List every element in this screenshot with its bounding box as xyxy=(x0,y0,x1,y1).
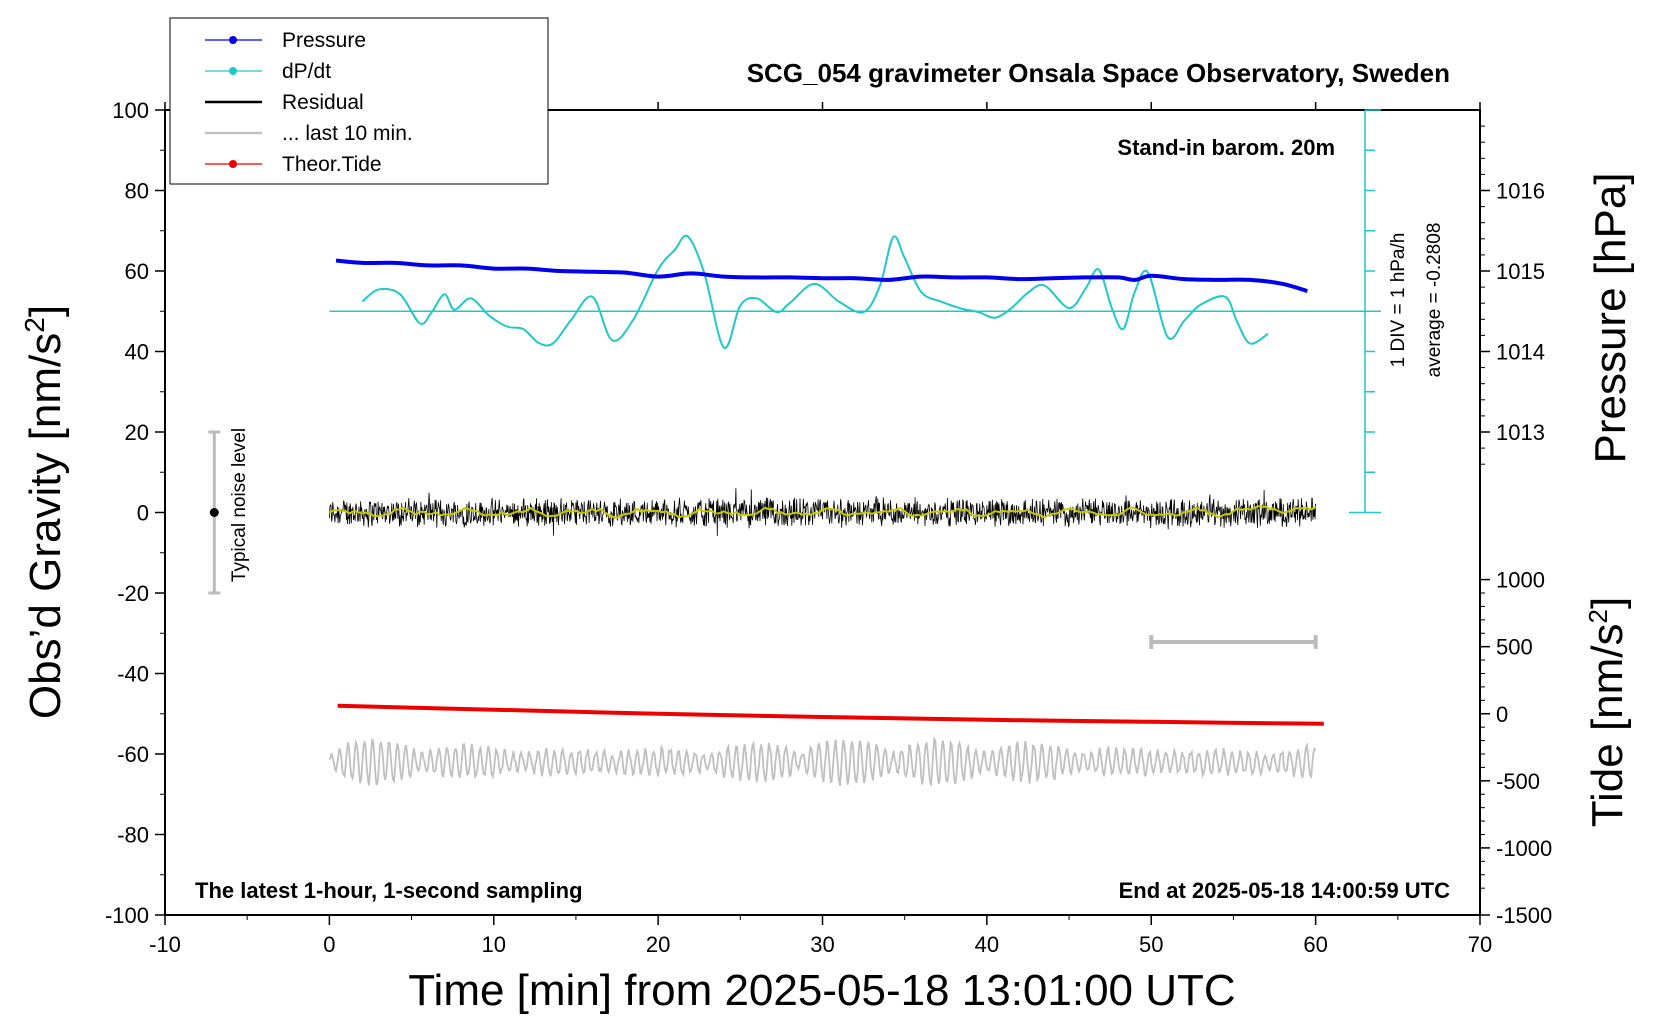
y-tick-label-left: -40 xyxy=(117,662,149,687)
x-tick-label: 10 xyxy=(482,932,506,957)
legend-swatch-marker xyxy=(229,67,237,75)
legend-rows: Pressure dP/dt Residual ... last 10 min. The… xyxy=(205,29,413,176)
legend-swatch-marker xyxy=(229,160,237,168)
y-axis-title-tide-main: Tide [nm/s xyxy=(1583,623,1632,827)
x-tick-label: 0 xyxy=(323,932,335,957)
legend-entry-label: Pressure xyxy=(282,29,366,52)
y-tick-label-left: -20 xyxy=(117,581,149,606)
tide-tick-label: 1000 xyxy=(1496,568,1545,593)
x-tick-label: 70 xyxy=(1468,932,1492,957)
last-10-min-series-line xyxy=(328,736,1317,786)
noise-bar-point xyxy=(209,508,219,517)
barometer-note: Stand-in barom. 20m xyxy=(1117,135,1335,160)
y-tick-label-left: 20 xyxy=(125,420,149,445)
legend-swatch-marker xyxy=(229,36,237,44)
x-axis-title: Time [min] from 2025-05-18 13:01:00 UTC xyxy=(408,966,1235,1015)
pressure-tick-label: 1015 xyxy=(1496,259,1545,284)
residual-series-line xyxy=(329,488,1316,537)
legend-entry-label: Theor.Tide xyxy=(282,153,382,176)
series-layer xyxy=(328,234,1324,786)
average-note: average = -0.2808 xyxy=(1424,223,1445,378)
pressure-tick-label: 1014 xyxy=(1496,340,1545,365)
y-tick-label-left: -60 xyxy=(117,742,149,767)
y-tick-label-left: -80 xyxy=(117,823,149,848)
theor-tide-series-line xyxy=(337,703,1324,726)
x-tick-label: 30 xyxy=(810,932,834,957)
dpdt-series-line xyxy=(361,234,1269,349)
legend-entry-label: ... last 10 min. xyxy=(282,122,413,145)
tide-tick-label: 500 xyxy=(1496,635,1533,660)
y-axis-title-left-sup: 2 xyxy=(19,317,50,333)
y-tick-label-left: 100 xyxy=(112,98,149,123)
y-tick-label-left: 80 xyxy=(125,179,149,204)
y-axis-title-left: Obs’d Gravity [nm/s2] xyxy=(19,305,70,719)
y-axis-title-tide-end: ] xyxy=(1583,597,1632,609)
y-tick-label-left: 60 xyxy=(125,259,149,284)
pressure-tick-label: 1016 xyxy=(1496,179,1545,204)
y-tick-label-left: 40 xyxy=(125,340,149,365)
x-tick-label: 20 xyxy=(646,932,670,957)
tide-tick-label: -500 xyxy=(1496,769,1540,794)
tide-tick-label: -1000 xyxy=(1496,836,1552,861)
pressure-tick-label: 1013 xyxy=(1496,420,1545,445)
y-axis-title-tide: Tide [nm/s2] xyxy=(1583,597,1632,827)
tick-layer: -10 0 10 20 30 40 50 60 70100806040200-20-40-60-… xyxy=(105,98,1552,957)
latest-hour-note: The latest 1-hour, 1-second sampling xyxy=(195,878,583,903)
chart-title: SCG_054 gravimeter Onsala Space Observat… xyxy=(747,58,1450,88)
y-axis-title-left-main: Obs’d Gravity [nm/s xyxy=(21,333,70,719)
legend-entry-label: Residual xyxy=(282,91,364,114)
annotation-layer xyxy=(208,109,1381,649)
residual-smoothed-line xyxy=(328,505,1317,519)
x-tick-label: 40 xyxy=(975,932,999,957)
y-tick-label-left: -100 xyxy=(105,903,149,928)
y-tick-label-left: 0 xyxy=(137,501,149,526)
x-tick-label: 50 xyxy=(1139,932,1163,957)
y-axis-title-left-end: ] xyxy=(21,305,70,317)
end-time-note: End at 2025-05-18 14:00:59 UTC xyxy=(1119,878,1450,903)
tide-tick-label: 0 xyxy=(1496,702,1508,727)
x-tick-label: 60 xyxy=(1303,932,1327,957)
legend-entry-label: dP/dt xyxy=(282,60,331,83)
pressure-series-line xyxy=(335,258,1308,294)
div-note: 1 DIV = 1 hPa/h xyxy=(1388,233,1409,368)
y-axis-title-tide-sup: 2 xyxy=(1583,609,1613,623)
y-axis-title-pressure: Pressure [hPa] xyxy=(1586,172,1635,463)
noise-level-note: Typical noise level xyxy=(229,428,250,582)
tide-tick-label: -1500 xyxy=(1496,903,1552,928)
x-tick-label: -10 xyxy=(149,932,181,957)
legend: Pressure dP/dt Residual ... last 10 min. The… xyxy=(169,17,549,185)
